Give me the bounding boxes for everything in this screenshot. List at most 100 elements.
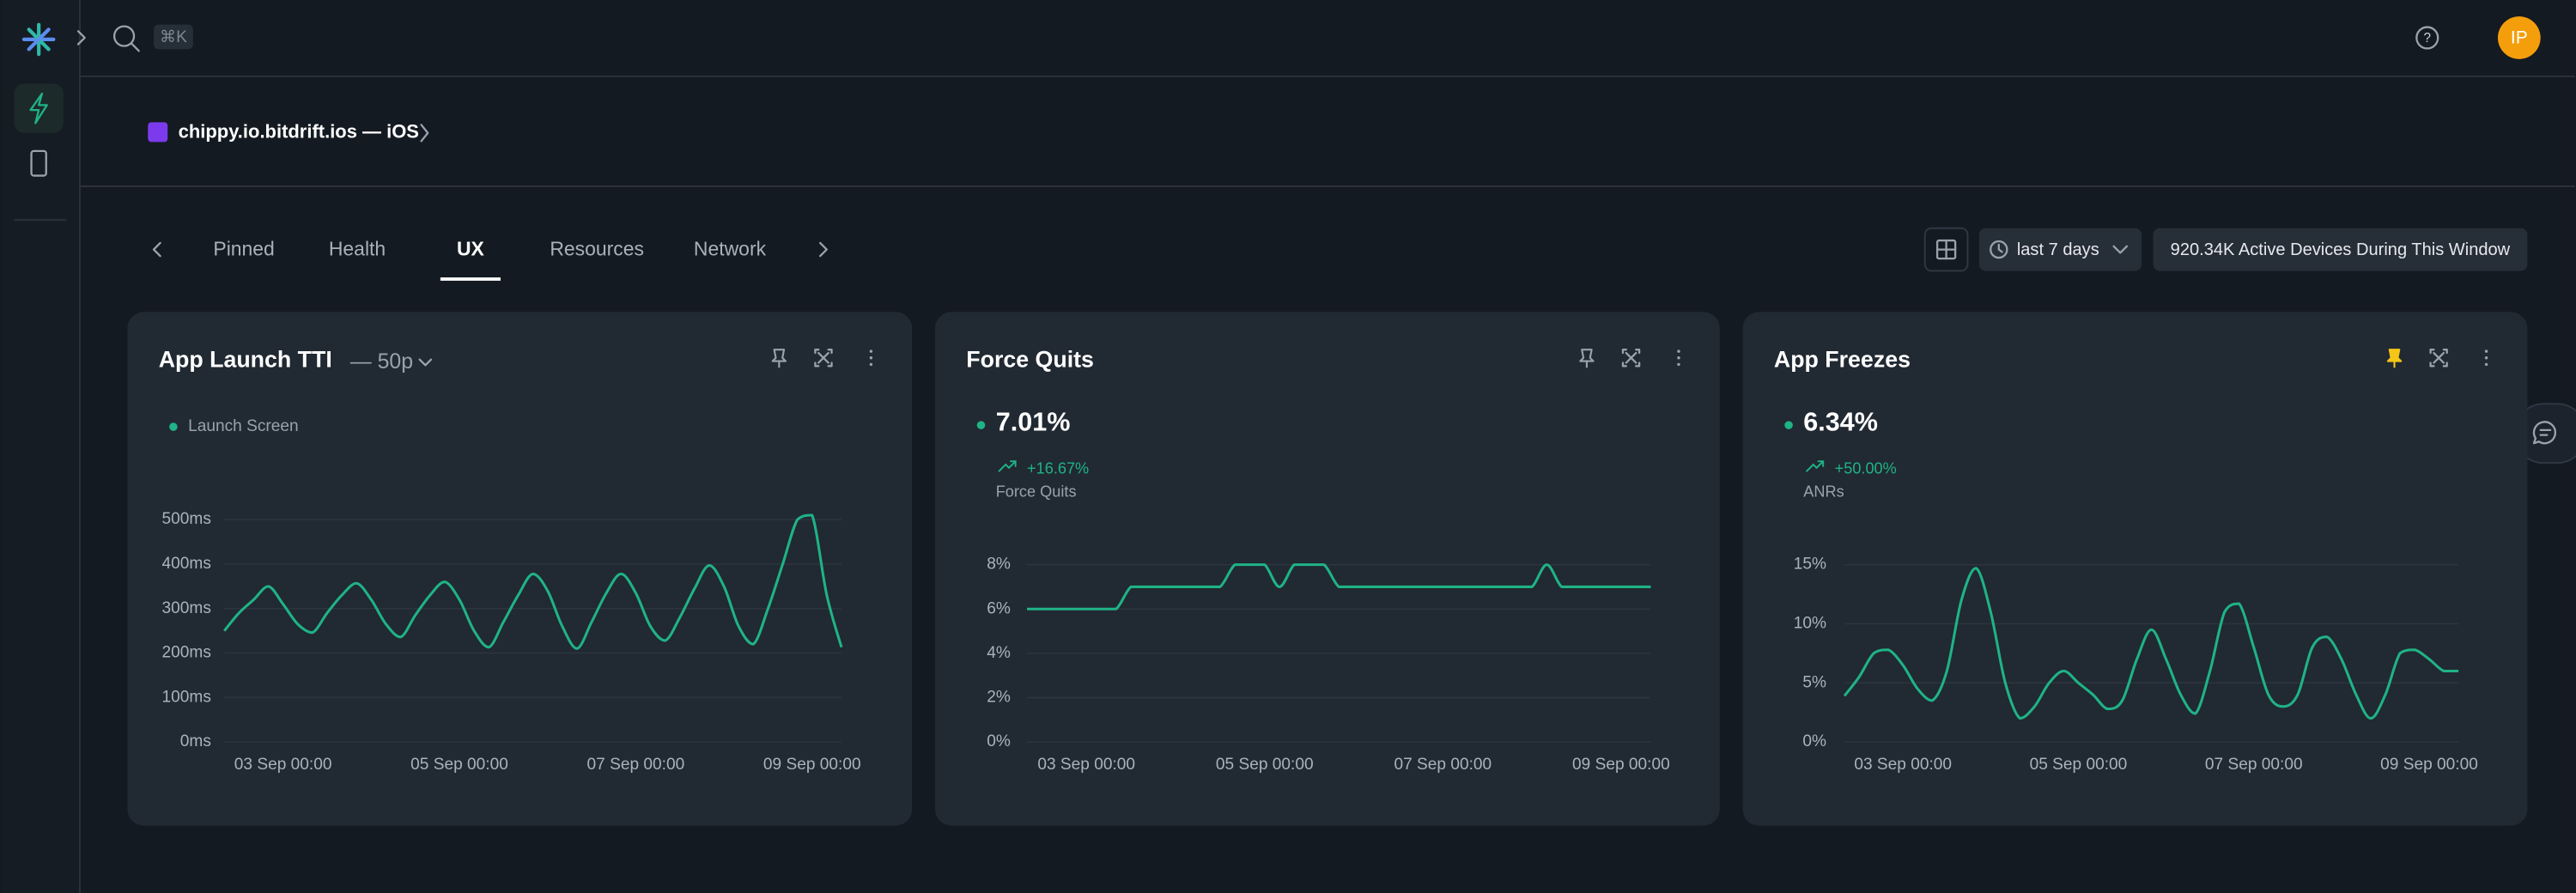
panel-title: Force Quits xyxy=(966,347,1094,373)
more-dot[interactable] xyxy=(869,349,873,353)
tab[interactable]: Pinned xyxy=(213,238,274,260)
y-tick-label: 100ms xyxy=(162,688,211,706)
tab[interactable]: UX xyxy=(457,238,485,260)
series-line xyxy=(222,513,843,650)
avatar[interactable] xyxy=(2497,16,2541,59)
summary-value: 6.34% xyxy=(1803,407,1878,436)
x-tick-label: 03 Sep 00:00 xyxy=(234,756,332,774)
expand-button[interactable] xyxy=(814,349,833,368)
percentile-chevron xyxy=(418,358,433,367)
more-dot[interactable] xyxy=(2484,349,2488,353)
summary-value: 7.01% xyxy=(996,407,1071,436)
app-name[interactable]: chippy.io.bitdrift.ios — iOS xyxy=(179,121,419,143)
pin-button[interactable] xyxy=(771,349,787,368)
tab[interactable]: Health xyxy=(329,238,386,260)
y-tick-label: 10% xyxy=(1794,615,1826,633)
series-line xyxy=(1843,567,2459,720)
time-range: last 7 days xyxy=(2017,240,2099,259)
tab[interactable]: Resources xyxy=(550,238,644,260)
x-tick-label: 03 Sep 00:00 xyxy=(1037,756,1135,774)
trend-icon xyxy=(998,460,1017,472)
y-tick-label: 0% xyxy=(1802,732,1826,750)
logo[interactable] xyxy=(21,22,56,57)
clock-icon xyxy=(1990,240,2008,259)
pin-button[interactable] xyxy=(2386,349,2403,368)
panel: App Freezes 6.34% +50.00% ANRs 0% 5% 10% 15% 03 … xyxy=(1742,312,2528,826)
active-tab-underline xyxy=(440,277,501,281)
legend-dot xyxy=(976,421,986,429)
x-tick-label: 03 Sep 00:00 xyxy=(1854,756,1952,774)
app-icon xyxy=(148,122,168,143)
x-tick-label: 05 Sep 00:00 xyxy=(1216,756,1314,774)
x-tick-label: 05 Sep 00:00 xyxy=(410,756,508,774)
shortcut-box xyxy=(153,24,193,50)
expand-button[interactable] xyxy=(1621,349,1641,368)
devices-badge xyxy=(2153,228,2528,271)
time-range-chevron xyxy=(2112,245,2129,254)
x-tick-label: 07 Sep 00:00 xyxy=(587,756,685,774)
chat-icon xyxy=(2532,421,2556,445)
layout-button[interactable] xyxy=(1923,227,1969,272)
more-dot[interactable] xyxy=(2484,362,2488,367)
more-dot[interactable] xyxy=(1677,349,1680,353)
more-dot[interactable] xyxy=(2484,356,2488,360)
app-chevron[interactable] xyxy=(420,124,429,143)
more-dot[interactable] xyxy=(1677,362,1680,367)
x-tick-label: 07 Sep 00:00 xyxy=(2205,756,2303,774)
device-icon[interactable] xyxy=(30,149,47,177)
search[interactable] xyxy=(112,25,140,52)
more-dot[interactable] xyxy=(1677,356,1680,360)
y-tick-label: 0ms xyxy=(180,732,211,750)
trend-icon xyxy=(1806,460,1825,472)
panel-card xyxy=(127,312,913,826)
y-tick-label: 500ms xyxy=(162,510,211,528)
grid-icon xyxy=(1935,239,1957,260)
panels: App Launch TTI — 50p Launch Screen 0ms 100ms… xyxy=(127,312,2528,826)
x-tick-label: 07 Sep 00:00 xyxy=(1394,756,1492,774)
nav-active[interactable] xyxy=(14,83,64,133)
help[interactable]: ? xyxy=(2415,26,2439,50)
x-tick-label: 05 Sep 00:00 xyxy=(2030,756,2128,774)
tab-bar: Pinned Health UX Resources Network xyxy=(213,238,767,281)
active-devices: 920.34K Active Devices During This Windo… xyxy=(2171,240,2511,259)
y-tick-label: 6% xyxy=(987,599,1011,617)
tab[interactable]: Network xyxy=(694,238,767,260)
x-tick-label: 09 Sep 00:00 xyxy=(1572,756,1670,774)
more-dot[interactable] xyxy=(869,362,873,367)
lightning-icon xyxy=(29,92,48,125)
pin-button[interactable] xyxy=(1579,349,1595,368)
expand-button[interactable] xyxy=(2429,349,2448,368)
search-shortcut: ⌘K xyxy=(160,28,187,46)
sidebar-expand[interactable] xyxy=(76,30,86,46)
svg-text:?: ? xyxy=(2424,31,2432,46)
y-tick-label: 4% xyxy=(987,644,1011,662)
panel-title: App Launch TTI xyxy=(159,347,332,373)
legend-label: Launch Screen xyxy=(188,417,299,435)
y-tick-label: 0% xyxy=(987,732,1011,750)
summary-change: +16.67% xyxy=(1027,460,1089,477)
y-tick-label: 8% xyxy=(987,556,1011,574)
y-tick-label: 400ms xyxy=(162,555,211,573)
y-tick-label: 5% xyxy=(1802,673,1826,691)
x-tick-label: 09 Sep 00:00 xyxy=(2380,756,2478,774)
panel: App Launch TTI — 50p Launch Screen 0ms 100ms… xyxy=(127,312,913,826)
tabs-prev[interactable] xyxy=(152,241,161,258)
y-tick-label: 300ms xyxy=(162,599,211,617)
legend-dot xyxy=(1784,421,1793,429)
series-name: Force Quits xyxy=(996,483,1077,500)
x-tick-label: 09 Sep 00:00 xyxy=(763,756,861,774)
panel: Force Quits 7.01% +16.67% Force Quits 0% 2% 4%… xyxy=(934,312,1720,826)
sidebar xyxy=(1,0,80,893)
more-dot[interactable] xyxy=(869,356,873,360)
time-range-button[interactable] xyxy=(1978,228,2142,271)
y-tick-label: 200ms xyxy=(162,644,211,662)
panel-card xyxy=(1742,312,2528,826)
series-line xyxy=(1027,563,1651,611)
legend-dot xyxy=(169,422,178,431)
tabs-next[interactable] xyxy=(819,241,828,258)
y-tick-label: 15% xyxy=(1794,556,1826,574)
percentile-select[interactable]: — 50p xyxy=(350,350,413,374)
avatar-initials: IP xyxy=(2511,27,2528,47)
